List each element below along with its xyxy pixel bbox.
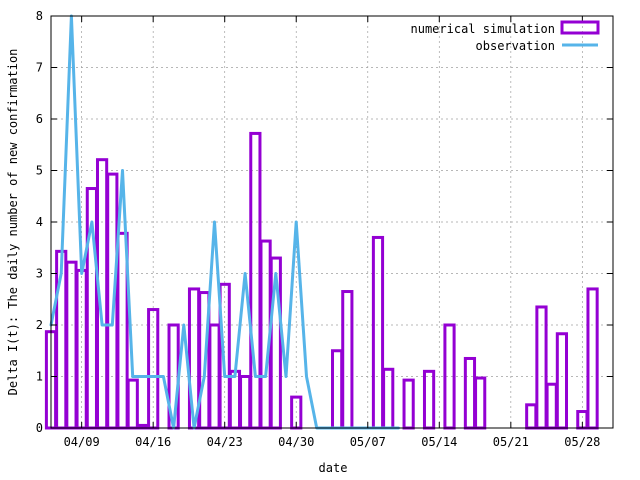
simulation-bar (239, 375, 252, 430)
x-tick-label: 04/30 (278, 435, 314, 449)
x-tick-label: 05/21 (493, 435, 529, 449)
x-tick-label: 04/23 (207, 435, 243, 449)
x-axis-label: date (319, 461, 348, 475)
simulation-bar (545, 382, 558, 430)
y-tick-label: 4 (36, 215, 43, 229)
simulation-bar (208, 323, 221, 430)
simulation-bar (443, 323, 456, 430)
legend-label-observation: observation (476, 39, 555, 53)
legend-label-simulation: numerical simulation (411, 22, 556, 36)
x-tick-label: 05/14 (421, 435, 457, 449)
y-tick-label: 5 (36, 164, 43, 178)
grid (51, 16, 613, 428)
simulation-bar (228, 369, 242, 430)
y-tick-label: 2 (36, 318, 43, 332)
y-tick-label: 0 (36, 421, 43, 435)
legend-swatch-simulation (560, 20, 600, 35)
simulation-bar (402, 378, 415, 430)
x-tick-label: 04/09 (64, 435, 100, 449)
tick-labels: 0 1 2 3 4 5 6 7 8 04/09 04/16 04/23 04/30 05/07 05/14 0… (36, 9, 601, 449)
y-tick-label: 1 (36, 370, 43, 384)
y-tick-label: 7 (36, 61, 43, 75)
simulation-bars (44, 131, 599, 430)
simulation-bar (249, 131, 262, 430)
simulation-bar (65, 260, 78, 430)
axes (50, 15, 614, 429)
y-axis-label: Delta I(t): The daily number of new conf… (6, 49, 20, 396)
simulation-bar (371, 235, 385, 430)
simulation-bar (382, 367, 395, 430)
x-tick-label: 05/28 (564, 435, 600, 449)
x-tick-label: 04/16 (135, 435, 171, 449)
simulation-bar (463, 356, 477, 430)
y-tick-label: 8 (36, 9, 43, 23)
simulation-bar (331, 349, 344, 430)
simulation-bar (341, 290, 354, 430)
legend: numerical simulation observation (411, 20, 600, 53)
simulation-bar (525, 403, 538, 430)
simulation-bar (106, 172, 119, 430)
y-tick-label: 3 (36, 267, 43, 281)
simulation-bar (126, 378, 139, 430)
x-tick-label: 05/07 (350, 435, 386, 449)
plot-frame (50, 15, 614, 429)
simulation-bar (422, 369, 436, 430)
simulation-bar (555, 332, 569, 430)
simulation-bar (586, 287, 599, 430)
simulation-bar (75, 268, 88, 430)
simulation-bar (474, 376, 487, 430)
y-tick-label: 6 (36, 112, 43, 126)
